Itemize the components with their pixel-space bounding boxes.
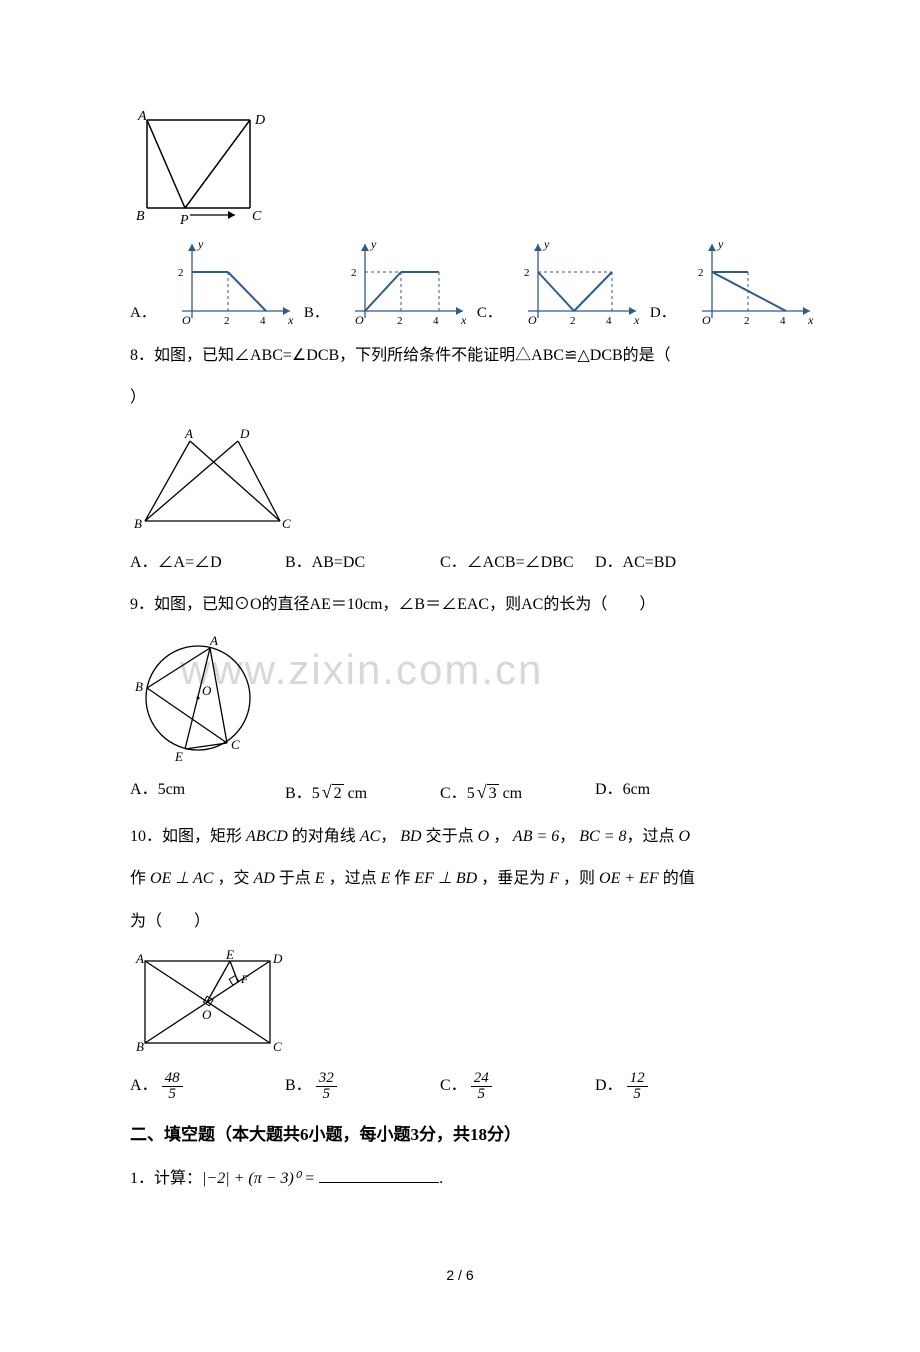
svg-text:C: C [273,1039,282,1054]
q8-opt-b: B．AB=DC [285,544,440,582]
q9-stem: 9．如图，已知⊙O的直径AE＝10cm，∠B＝∠EAC，则AC的长为（ ） [130,586,790,624]
svg-text:x: x [287,313,294,327]
page-content: A D B C P A． y x O 2 2 4 B． [130,108,790,1292]
q8-opt-a: A．∠A=∠D [130,544,285,582]
svg-text:y: y [543,237,550,251]
svg-text:x: x [460,313,467,327]
svg-text:2: 2 [351,267,357,279]
q9-opt-b: B．52 cm [285,771,440,814]
q9-figure: A B C E O [130,633,790,763]
svg-text:E: E [174,749,183,763]
q10-opt-b: B． 325 [285,1067,440,1105]
svg-text:4: 4 [780,315,786,327]
svg-text:A: A [137,109,147,124]
svg-text:B: B [135,679,143,694]
q7-graph-a: y x O 2 2 4 [160,236,300,331]
svg-text:O: O [182,313,191,327]
q10-stem-line1: 10．如图，矩形 ABCD 的对角线 AC， BD 交于点 O ， AB = 6… [130,818,790,856]
q8-figure: A D B C [130,426,790,536]
svg-text:y: y [717,237,724,251]
q10-options: A． 485 B． 325 C． 245 D． 125 [130,1067,790,1105]
svg-text:2: 2 [524,267,530,279]
q10-stem-line2: 作 OE ⊥ AC ，交 AD 于点 E ，过点 E 作 EF ⊥ BD ，垂足… [130,860,790,898]
q7-opt-a: A． y x O 2 2 4 [130,236,300,331]
svg-text:E: E [225,949,234,962]
svg-text:D: D [272,951,283,966]
section2-title: 二、填空题（本大题共6小题，每小题3分，共18分） [130,1115,790,1156]
svg-text:4: 4 [606,315,612,327]
svg-text:D: D [254,113,265,128]
svg-text:2: 2 [224,315,230,327]
svg-text:A: A [184,426,193,441]
svg-text:D: D [239,426,250,441]
svg-text:2: 2 [397,315,403,327]
svg-text:y: y [197,237,204,251]
svg-text:2: 2 [178,267,184,279]
svg-text:F: F [240,972,249,986]
q10-opt-a: A． 485 [130,1067,285,1105]
opt-b-label: B． [304,295,329,331]
svg-text:y: y [370,237,377,251]
svg-text:B: B [136,209,145,224]
svg-text:x: x [633,313,640,327]
svg-text:P: P [179,213,189,228]
q10-opt-c: C． 245 [440,1067,595,1105]
q7-opt-d: D． y x O 2 2 4 [650,236,820,331]
opt-a-label: A． [130,295,156,331]
q9-opt-a: A．5cm [130,771,285,814]
svg-text:O: O [528,313,537,327]
svg-text:C: C [252,209,262,224]
q10-stem-line3: 为（ ） [130,903,790,941]
svg-text:4: 4 [260,315,266,327]
opt-c-label: C． [477,295,502,331]
svg-text:A: A [135,951,144,966]
q10-opt-d: D． 125 [595,1067,750,1105]
page-number: 2 / 6 [130,1259,790,1293]
q8-stem2: ） [130,379,790,417]
q8-opt-d: D．AC=BD [595,544,750,582]
q9-opt-c: C．53 cm [440,771,595,814]
svg-text:x: x [807,313,814,327]
svg-text:C: C [282,516,291,531]
q7-graph-options: A． y x O 2 2 4 B． y x O 2 2 [130,236,790,331]
q9-opt-d: D．6cm [595,771,750,814]
svg-text:4: 4 [433,315,439,327]
svg-text:C: C [231,737,240,752]
q8-options: A．∠A=∠D B．AB=DC C．∠ACB=∠DBC D．AC=BD [130,544,790,582]
svg-text:O: O [702,313,711,327]
q9-options: A．5cm B．52 cm C．53 cm D．6cm [130,771,790,814]
q8-stem: 8．如图，已知∠ABC=∠DCB，下列所给条件不能证明△ABC≌△DCB的是（ [130,337,790,375]
blank-input [319,1169,439,1183]
svg-text:2: 2 [744,315,750,327]
q7-opt-b: B． y x O 2 2 4 [304,236,473,331]
q7-graph-d: y x O 2 2 4 [680,236,820,331]
svg-text:A: A [209,633,218,648]
q7-square-figure: A D B C P [130,108,790,228]
q7-graph-b: y x O 2 2 4 [333,236,473,331]
q8-opt-c: C．∠ACB=∠DBC [440,544,595,582]
svg-text:2: 2 [570,315,576,327]
q7-graph-c: y x O 2 2 4 [506,236,646,331]
q10-figure: A D B C E F O [130,949,790,1059]
s2-q1: 1．计算：|−2| + (π − 3)⁰ = . [130,1160,790,1198]
svg-text:B: B [136,1039,144,1054]
opt-d-label: D． [650,295,676,331]
svg-text:O: O [202,1007,212,1022]
svg-text:B: B [134,516,142,531]
svg-text:O: O [202,683,212,698]
q7-opt-c: C． y x O 2 2 4 [477,236,646,331]
svg-text:O: O [355,313,364,327]
svg-text:2: 2 [698,267,704,279]
